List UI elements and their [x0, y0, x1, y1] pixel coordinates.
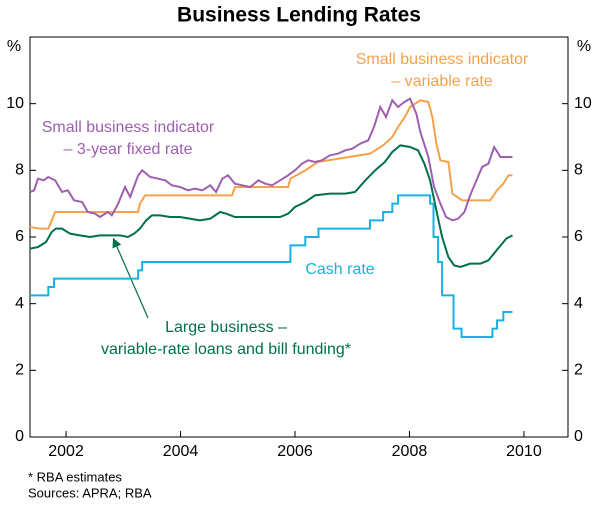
- y2-unit: %: [577, 38, 591, 55]
- x-tick-label: 2004: [163, 443, 199, 460]
- annotation: Small business indicator: [42, 119, 215, 136]
- x-tick-label: 2002: [48, 443, 84, 460]
- y-tick-label: 10: [6, 95, 24, 112]
- annotation: Cash rate: [305, 261, 374, 278]
- annotation: Small business indicator: [356, 51, 529, 68]
- y-tick-label: 0: [15, 428, 24, 445]
- y2-tick-label: 0: [574, 428, 583, 445]
- y-unit: %: [7, 38, 21, 55]
- annotation: – 3-year fixed rate: [64, 141, 193, 158]
- series-line: [29, 99, 513, 230]
- x-tick-label: 2010: [506, 443, 542, 460]
- plot-frame: [29, 36, 569, 438]
- series-line: [29, 144, 513, 269]
- series-line: [30, 194, 513, 338]
- series-line: [29, 97, 513, 222]
- annotation: Large business –: [165, 319, 287, 336]
- y2-tick-label: 4: [574, 295, 583, 312]
- x-tick-label: 2008: [392, 443, 428, 460]
- y-tick-label: 2: [15, 362, 24, 379]
- y-tick-label: 8: [15, 162, 24, 179]
- y-tick-label: 4: [15, 295, 24, 312]
- y2-tick-label: 10: [574, 95, 592, 112]
- chart-title: Business Lending Rates: [177, 4, 421, 27]
- y2-tick-label: 6: [574, 228, 583, 245]
- annotation: – variable rate: [391, 73, 492, 90]
- y-tick-label: 6: [15, 228, 24, 245]
- footnote: Sources: APRA; RBA: [28, 485, 152, 500]
- footnote: * RBA estimates: [28, 469, 122, 484]
- y2-tick-label: 8: [574, 162, 583, 179]
- x-tick-label: 2006: [277, 443, 313, 460]
- annotation: variable-rate loans and bill funding*: [101, 341, 351, 358]
- y2-tick-label: 2: [574, 362, 583, 379]
